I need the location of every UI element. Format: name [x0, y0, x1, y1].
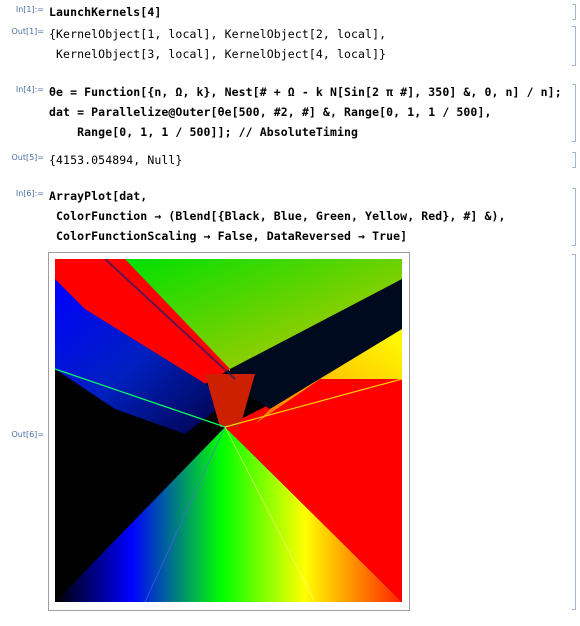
cell-label: Out[5]= [11, 153, 44, 162]
cell-label: In[4]:= [15, 85, 44, 94]
code-line[interactable]: θe = Function[{n, Ω, k}, Nest[# + Ω - k … [49, 85, 562, 99]
code-line[interactable]: LaunchKernels[4] [49, 5, 162, 19]
input-cell-6[interactable]: In[6]:= ArrayPlot[dat, ColorFunction → (… [0, 186, 580, 248]
cell-bracket[interactable] [572, 84, 576, 142]
output-cell-6: Out[6]= [0, 252, 580, 612]
cell-bracket[interactable] [572, 188, 576, 246]
plot-region-bottom [55, 427, 402, 602]
output-cell-1: Out[1]= {KernelObject[1, local], KernelO… [0, 24, 580, 68]
cell-bracket[interactable] [572, 152, 576, 168]
cell-label: Out[1]= [11, 27, 44, 36]
code-line[interactable]: dat = Parallelize@Outer[θe[500, #2, #] &… [49, 105, 492, 119]
array-plot [55, 259, 402, 602]
plot-line [224, 378, 402, 428]
cell-bracket[interactable] [572, 26, 576, 66]
plot-center-spike [205, 374, 255, 427]
plot-line [144, 426, 226, 602]
plot-line [55, 368, 226, 428]
plot-band-right-dark [230, 279, 402, 409]
code-line[interactable]: ColorFunction → (Blend[{Black, Blue, Gre… [49, 209, 506, 223]
code-line[interactable]: Range[0, 1, 1 / 500]]; // AbsoluteTiming [49, 125, 359, 139]
code-line: {KernelObject[1, local], KernelObject[2,… [49, 27, 387, 41]
cell-label: In[1]:= [15, 5, 44, 14]
array-plot-frame[interactable] [48, 252, 410, 611]
input-cell-1[interactable]: In[1]:= LaunchKernels[4] [0, 2, 580, 22]
code-line: KernelObject[3, local], KernelObject[4, … [49, 47, 387, 61]
plot-line [104, 259, 236, 380]
cell-label: In[6]:= [15, 189, 44, 198]
code-line[interactable]: ColorFunctionScaling → False, DataRevers… [49, 229, 408, 243]
cell-label: Out[6]= [11, 430, 44, 439]
plot-line [224, 426, 316, 602]
plot-band-right-yellow [255, 329, 402, 424]
plot-region-right [225, 379, 402, 602]
input-cell-4[interactable]: In[4]:= θe = Function[{n, Ω, k}, Nest[# … [0, 82, 580, 144]
code-line: {4153.054894, Null} [49, 153, 183, 167]
plot-band-left [55, 279, 230, 434]
cell-bracket[interactable] [572, 254, 576, 610]
plot-region-top-left [55, 259, 230, 384]
output-cell-5: Out[5]= {4153.054894, Null} [0, 150, 580, 170]
cell-bracket[interactable] [572, 4, 576, 20]
code-line[interactable]: ArrayPlot[dat, [49, 189, 148, 203]
